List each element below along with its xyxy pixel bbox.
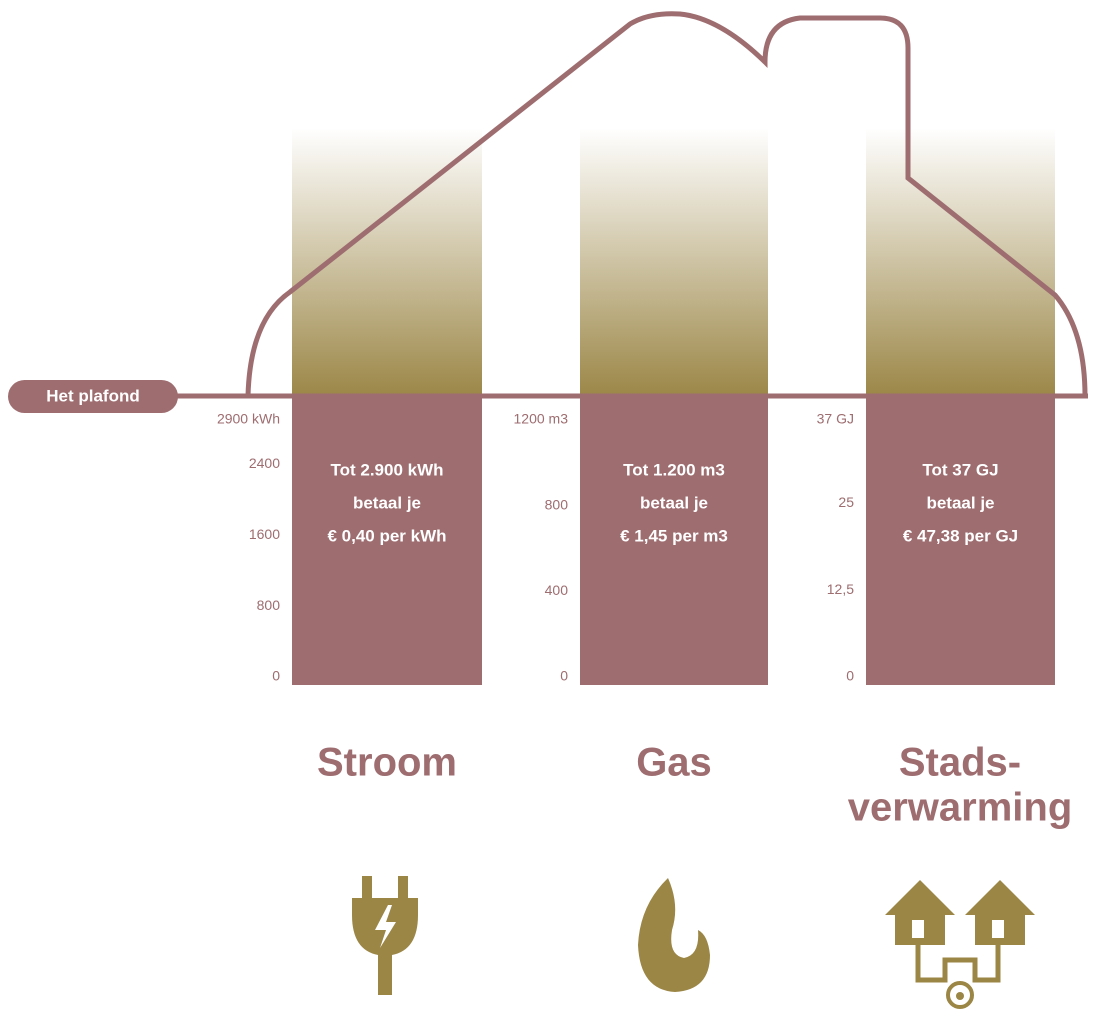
bar-annotation: Tot 37 GJ — [922, 460, 998, 479]
plug-icon — [352, 876, 418, 995]
y-tick-label: 1600 — [249, 526, 280, 542]
column-title: Stroom — [317, 741, 457, 785]
bar-annotation: Tot 2.900 kWh — [330, 460, 443, 479]
column-title: verwarming — [848, 786, 1073, 830]
y-tick-label: 1200 m3 — [514, 411, 569, 427]
bar-annotation: € 1,45 per m3 — [620, 526, 728, 545]
district-heating-icon — [885, 880, 1035, 1007]
infographic: Het plafond 0 800 1600 2400 2900 kWh Tot 2.90… — [0, 0, 1094, 1012]
y-tick-label: 0 — [560, 668, 568, 684]
y-tick-label: 2400 — [249, 455, 280, 471]
column-title: Stads- — [899, 741, 1021, 785]
glow — [292, 128, 482, 398]
glows — [292, 128, 1055, 398]
ceiling-label: Het plafond — [46, 386, 140, 405]
bar-annotation: betaal je — [926, 493, 994, 512]
y-tick-label: 12,5 — [827, 581, 854, 597]
flame-icon — [638, 878, 710, 992]
y-tick-label: 37 GJ — [817, 411, 854, 427]
column-title: Gas — [636, 741, 712, 785]
bar-annotation: Tot 1.200 m3 — [623, 460, 725, 479]
y-tick-label: 800 — [545, 496, 569, 512]
icons — [352, 876, 1035, 1007]
y-tick-label: 0 — [272, 668, 280, 684]
y-tick-label: 0 — [846, 668, 854, 684]
bar-annotation: € 47,38 per GJ — [903, 526, 1018, 545]
bar-annotation: betaal je — [640, 493, 708, 512]
bar-annotation: € 0,40 per kWh — [327, 526, 446, 545]
y-tick-label: 25 — [838, 494, 854, 510]
bar-annotation: betaal je — [353, 493, 421, 512]
glow — [866, 128, 1055, 398]
y-tick-label: 2900 kWh — [217, 411, 280, 427]
y-tick-label: 800 — [257, 597, 281, 613]
glow — [580, 128, 768, 398]
y-tick-label: 400 — [545, 582, 569, 598]
